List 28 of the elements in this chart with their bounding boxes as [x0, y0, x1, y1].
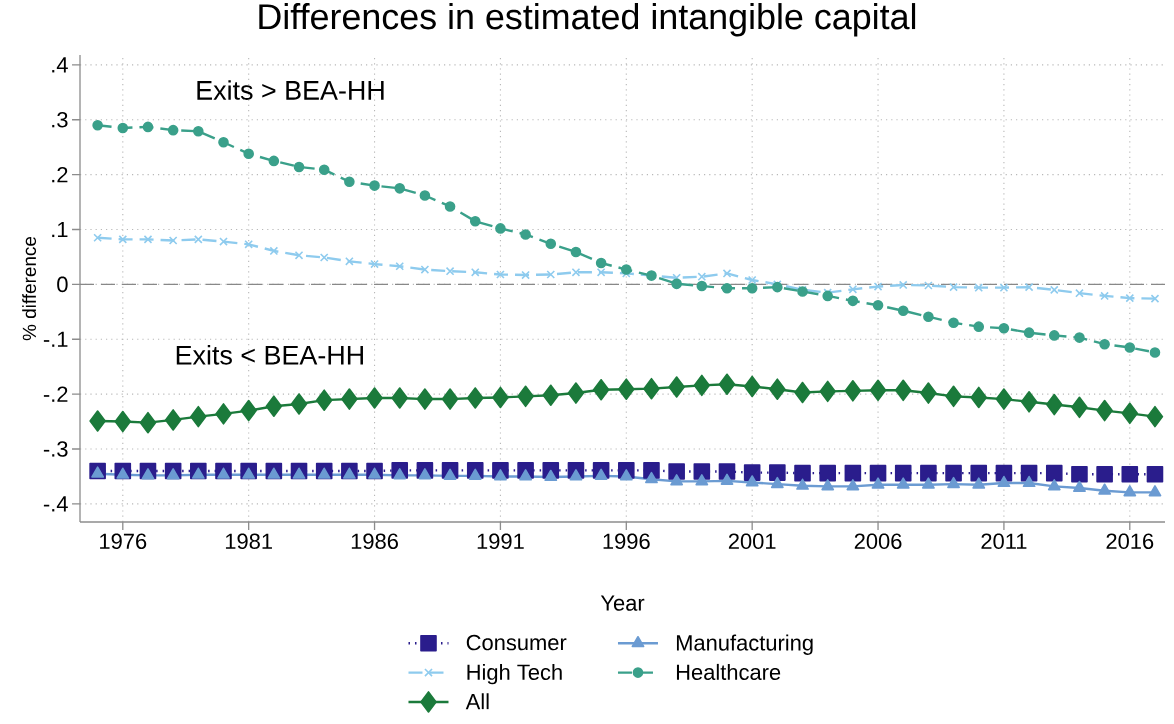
legend-label: Manufacturing — [676, 634, 813, 655]
y-tick-label: 0 — [57, 276, 68, 293]
y-tick-label: -.1 — [43, 331, 68, 347]
legend-label: All — [465, 693, 489, 710]
y-tick-label: .2 — [52, 166, 68, 183]
legend-label: Healthcare — [676, 663, 781, 680]
legend-label: High Tech — [467, 663, 562, 685]
y-tick-label: .4 — [52, 57, 68, 73]
legend-label: Consumer — [466, 634, 567, 651]
chart-title: Differences in estimated intangible capital — [259, 3, 916, 37]
annotation: Exits > BEA-HH — [197, 80, 384, 100]
x-tick-label: 1991 — [477, 533, 524, 550]
x-tick-label: 2011 — [981, 533, 1027, 550]
x-tick-label: 1981 — [225, 533, 272, 550]
y-tick-label: -.3 — [43, 441, 68, 457]
x-tick-label: 2006 — [854, 533, 902, 550]
x-axis-title: Year — [600, 595, 645, 611]
x-tick-label: 1986 — [351, 533, 398, 550]
y-axis-title: % difference — [22, 236, 37, 341]
y-tick-label: -.2 — [43, 386, 68, 402]
x-tick-label: 1996 — [603, 533, 650, 550]
y-tick-label: .1 — [52, 221, 68, 238]
annotation: Exits < BEA-HH — [176, 344, 363, 365]
x-tick-label: 1976 — [100, 533, 147, 550]
x-tick-label: 2016 — [1106, 533, 1154, 550]
y-tick-label: .3 — [52, 111, 68, 128]
x-tick-label: 2001 — [728, 533, 776, 550]
y-tick-label: -.4 — [43, 496, 68, 512]
